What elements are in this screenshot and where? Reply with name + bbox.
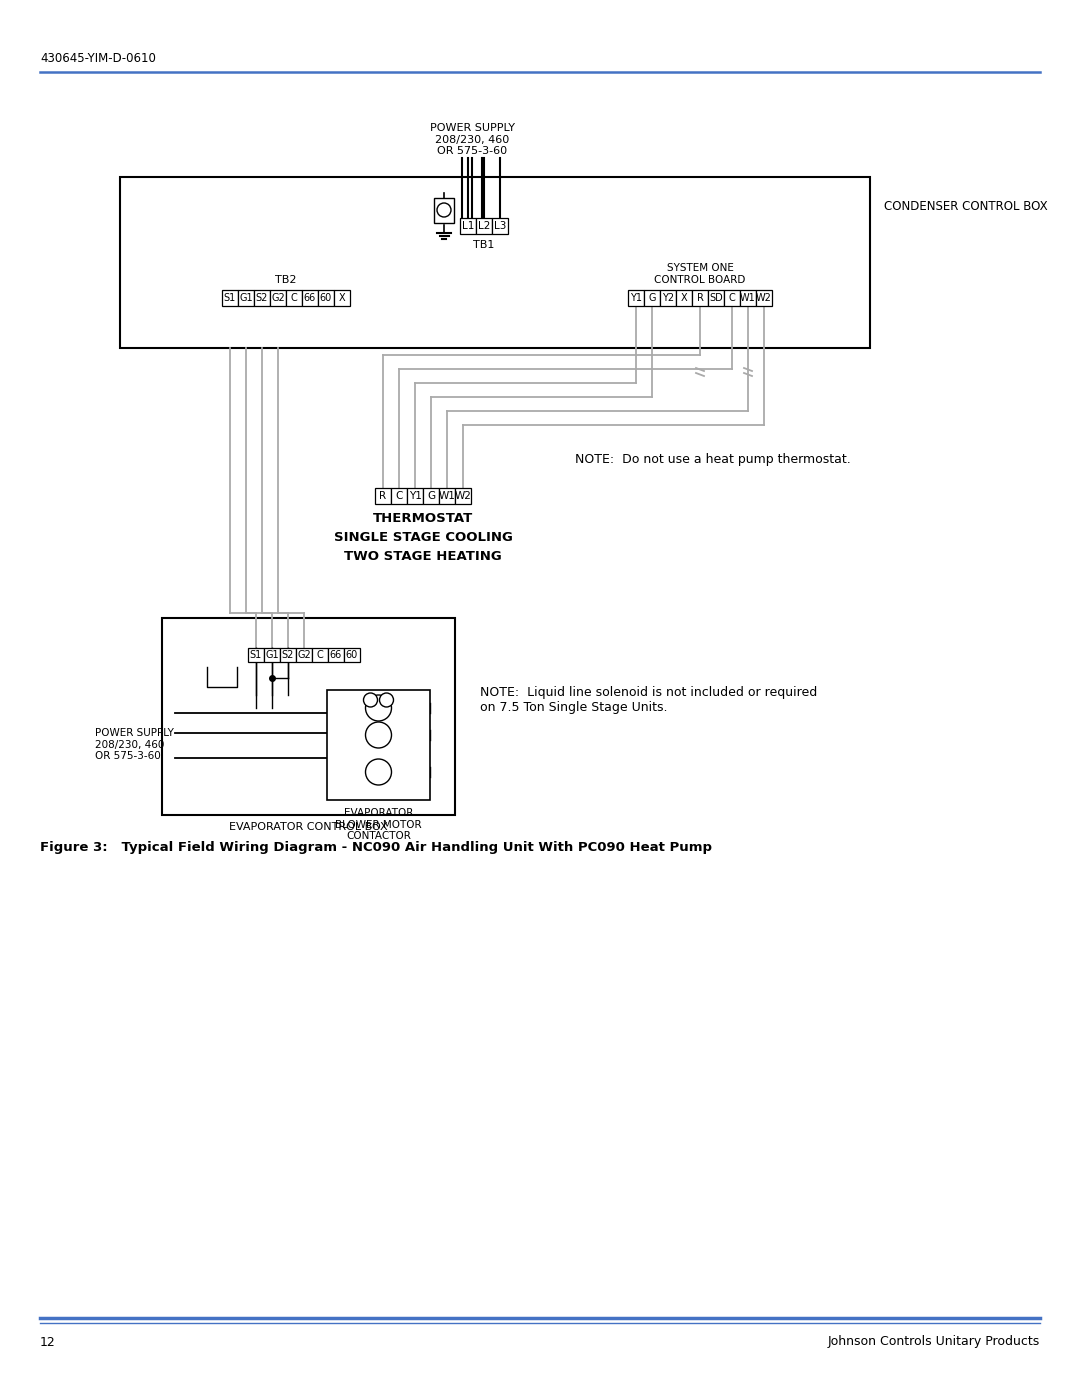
Text: C: C	[316, 650, 323, 659]
Text: 60: 60	[346, 650, 359, 659]
Circle shape	[365, 694, 391, 721]
Circle shape	[437, 203, 451, 217]
Circle shape	[364, 693, 378, 707]
Text: L3: L3	[494, 221, 507, 231]
Bar	[345, 648, 360, 662]
Text: 66: 66	[303, 293, 316, 303]
Text: S1: S1	[249, 650, 262, 659]
Bar	[248, 648, 264, 662]
Bar	[407, 488, 423, 504]
Bar	[476, 218, 492, 235]
Bar	[692, 291, 708, 306]
Text: G: G	[648, 293, 656, 303]
Bar	[327, 690, 430, 800]
Bar	[238, 291, 254, 306]
Text: G1: G1	[239, 293, 253, 303]
Text: G1: G1	[266, 650, 279, 659]
Text: SYSTEM ONE
CONTROL BOARD: SYSTEM ONE CONTROL BOARD	[654, 264, 745, 285]
Bar	[375, 488, 391, 504]
Text: Y1: Y1	[630, 293, 642, 303]
Bar	[455, 488, 471, 504]
Text: X: X	[680, 293, 687, 303]
Bar	[724, 291, 740, 306]
Bar	[756, 291, 772, 306]
Text: G2: G2	[297, 650, 311, 659]
Bar	[254, 291, 270, 306]
Bar	[328, 648, 345, 662]
Text: Y2: Y2	[662, 293, 674, 303]
Text: NOTE:  Do not use a heat pump thermostat.: NOTE: Do not use a heat pump thermostat.	[575, 454, 851, 467]
Text: C: C	[291, 293, 297, 303]
Text: S1: S1	[224, 293, 237, 303]
Bar	[391, 488, 407, 504]
Text: C: C	[729, 293, 735, 303]
Text: POWER SUPPLY
208/230, 460
OR 575-3-60: POWER SUPPLY 208/230, 460 OR 575-3-60	[95, 728, 174, 761]
Text: W2: W2	[756, 293, 772, 303]
Text: NOTE:  Liquid line solenoid is not included or required
on 7.5 Ton Single Stage : NOTE: Liquid line solenoid is not includ…	[480, 686, 818, 714]
Text: 66: 66	[329, 650, 342, 659]
Bar	[492, 218, 508, 235]
Bar	[270, 291, 286, 306]
Bar	[627, 291, 644, 306]
Text: EVAPORATOR CONTROL BOX: EVAPORATOR CONTROL BOX	[229, 821, 388, 833]
Text: G: G	[427, 490, 435, 502]
Bar	[708, 291, 724, 306]
Bar	[334, 291, 350, 306]
Circle shape	[365, 722, 391, 747]
Bar	[740, 291, 756, 306]
Text: S2: S2	[282, 650, 294, 659]
Text: W1: W1	[740, 293, 756, 303]
Text: Y1: Y1	[408, 490, 421, 502]
Bar	[296, 648, 312, 662]
Bar	[438, 488, 455, 504]
Bar	[318, 291, 334, 306]
Text: TB2: TB2	[275, 275, 297, 285]
Bar	[644, 291, 660, 306]
Text: S2: S2	[256, 293, 268, 303]
Bar	[162, 617, 455, 814]
Text: TB1: TB1	[473, 240, 495, 250]
Bar	[222, 291, 238, 306]
Circle shape	[365, 759, 391, 785]
Text: W2: W2	[455, 490, 472, 502]
Bar	[120, 177, 870, 348]
Text: L1: L1	[462, 221, 474, 231]
Bar	[434, 197, 454, 222]
Bar	[264, 648, 280, 662]
Bar	[286, 291, 302, 306]
Text: G2: G2	[271, 293, 285, 303]
Text: SD: SD	[710, 293, 723, 303]
Bar	[676, 291, 692, 306]
Text: R: R	[697, 293, 703, 303]
Bar	[312, 648, 328, 662]
Text: Figure 3:   Typical Field Wiring Diagram - NC090 Air Handling Unit With PC090 He: Figure 3: Typical Field Wiring Diagram -…	[40, 841, 712, 855]
Bar	[660, 291, 676, 306]
Text: W1: W1	[438, 490, 456, 502]
Text: CONDENSER CONTROL BOX: CONDENSER CONTROL BOX	[885, 201, 1048, 214]
Circle shape	[379, 693, 393, 707]
Text: EVAPORATOR
BLOWER MOTOR
CONTACTOR: EVAPORATOR BLOWER MOTOR CONTACTOR	[335, 807, 422, 841]
Text: 430645-YIM-D-0610: 430645-YIM-D-0610	[40, 52, 156, 64]
Text: L2: L2	[477, 221, 490, 231]
Text: 60: 60	[320, 293, 333, 303]
Bar	[460, 218, 476, 235]
Bar	[302, 291, 318, 306]
Bar	[423, 488, 438, 504]
Text: C: C	[395, 490, 403, 502]
Text: X: X	[339, 293, 346, 303]
Text: THERMOSTAT
SINGLE STAGE COOLING
TWO STAGE HEATING: THERMOSTAT SINGLE STAGE COOLING TWO STAG…	[334, 511, 512, 563]
Text: POWER SUPPLY
208/230, 460
OR 575-3-60: POWER SUPPLY 208/230, 460 OR 575-3-60	[430, 123, 514, 156]
Text: Johnson Controls Unitary Products: Johnson Controls Unitary Products	[827, 1336, 1040, 1348]
Bar	[280, 648, 296, 662]
Text: R: R	[379, 490, 387, 502]
Text: 12: 12	[40, 1336, 56, 1348]
